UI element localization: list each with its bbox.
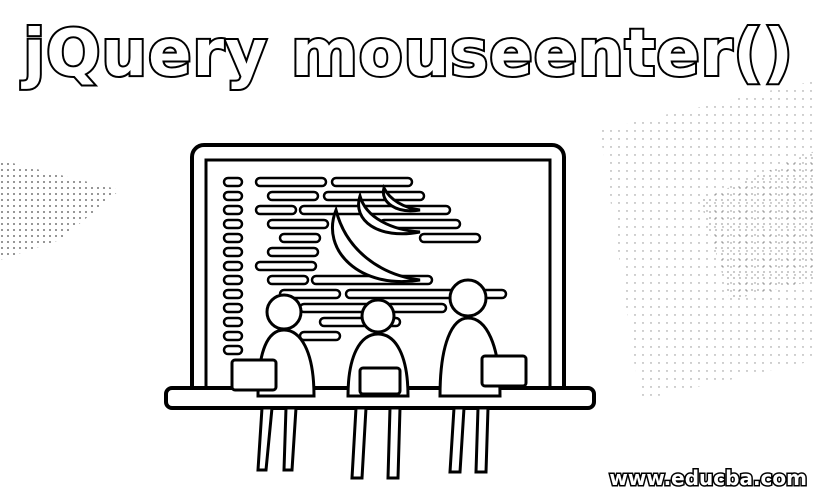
person-middle (346, 298, 410, 480)
halftone-background (0, 80, 817, 400)
jquery-logo (330, 183, 421, 283)
watermark-text: www.educba.com (608, 465, 809, 492)
person-right (438, 278, 528, 474)
page-title: jQuery mouseenter() (21, 15, 795, 93)
person-left (230, 293, 316, 472)
line-numbers (222, 176, 244, 356)
